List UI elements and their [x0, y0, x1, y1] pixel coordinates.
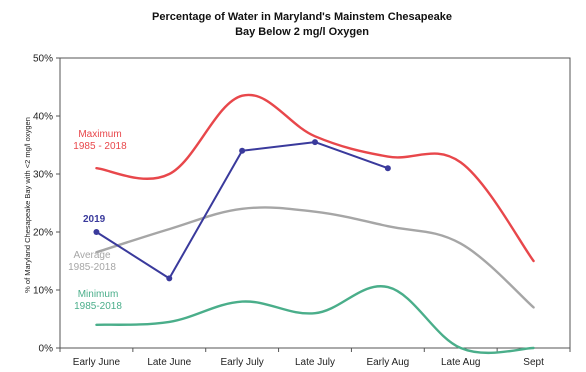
plot-area: 0% 10% 20% 30% 40% 50% Early June Late June Earl… [33, 54, 571, 368]
series-label-average-years: 1985-2018 [68, 262, 116, 273]
series-label-average: Average [73, 250, 111, 261]
plot-frame [59, 57, 571, 349]
series-line-maximum [95, 93, 535, 263]
x-tick-label: Late Aug [441, 357, 480, 368]
series-label-maximum-years: 1985 - 2018 [73, 141, 127, 152]
series-label-2019: 2019 [83, 214, 106, 225]
y-tick-label: 10% [33, 286, 53, 297]
data-point-2019 [166, 275, 173, 282]
y-tick-label: 30% [33, 170, 53, 181]
series-line-average [95, 206, 535, 309]
data-point-2019 [93, 229, 100, 235]
y-axis-title: % of Maryland Chesapeake Bay with <2 mg/… [23, 117, 32, 293]
series-label-minimum: Minimum [78, 289, 119, 300]
y-tick-label: 40% [33, 112, 53, 123]
data-point-2019 [384, 165, 391, 172]
y-tick-label: 20% [33, 228, 53, 239]
chart-title-line1: Percentage of Water in Maryland's Mainst… [152, 11, 452, 23]
y-tick-label: 50% [33, 54, 53, 65]
series-label-minimum-years: 1985-2018 [74, 301, 122, 312]
series-label-maximum: Maximum [78, 129, 121, 140]
x-tick-label: Sept [523, 357, 544, 368]
chart-title-line2: Bay Below 2 mg/l Oxygen [235, 26, 369, 38]
series-line-2019 [95, 141, 389, 280]
data-point-2019 [312, 139, 318, 146]
x-tick-label: Late July [295, 357, 335, 368]
data-point-2019 [239, 147, 246, 154]
x-tick-label: Early June [73, 357, 121, 368]
x-tick-label: Early July [220, 357, 263, 368]
x-tick-label: Late June [147, 357, 191, 368]
y-tick-label: 0% [39, 344, 54, 355]
x-tick-label: Early Aug [366, 357, 409, 368]
series-line-minimum [95, 285, 535, 355]
